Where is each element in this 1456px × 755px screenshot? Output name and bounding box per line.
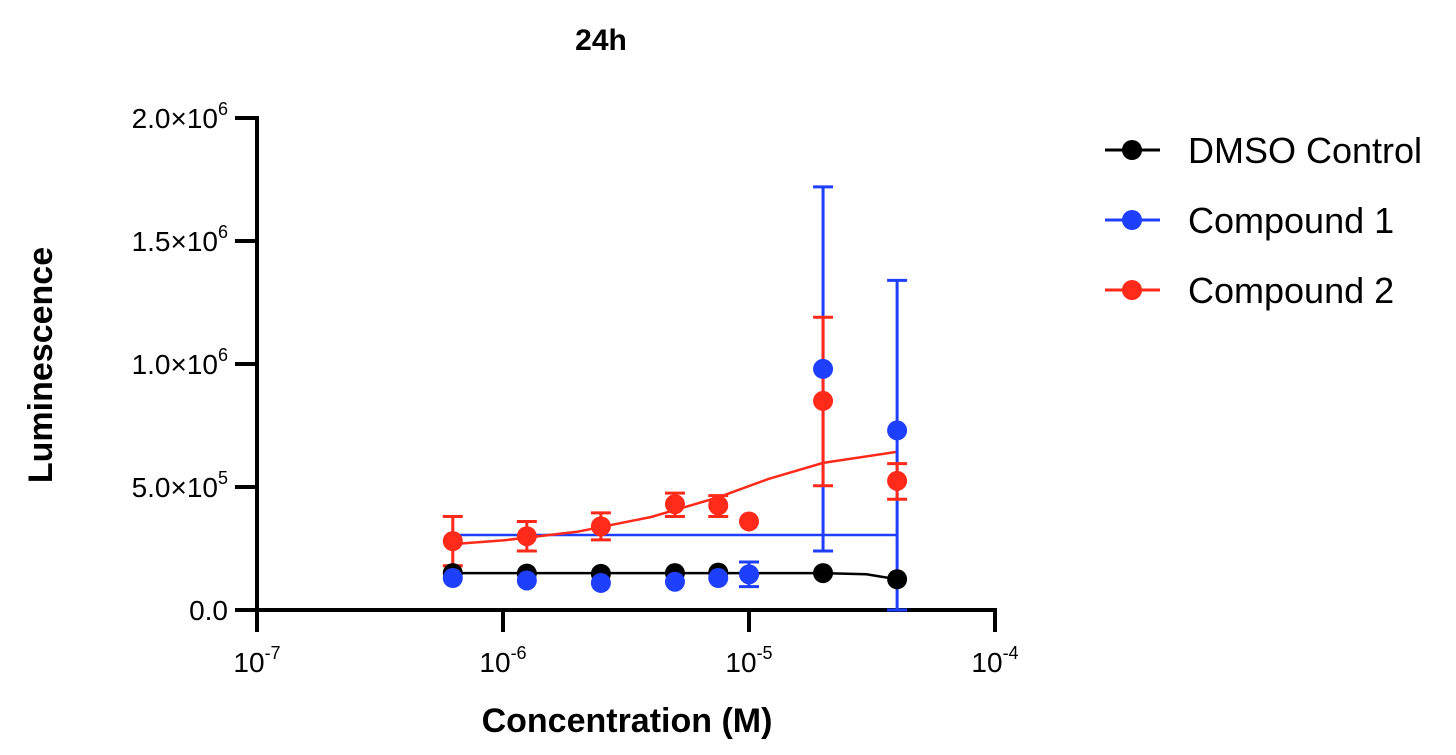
fit-curve bbox=[452, 571, 898, 581]
data-point bbox=[664, 494, 685, 515]
chart-title: 24h bbox=[575, 24, 627, 57]
data-points bbox=[442, 358, 908, 593]
legend-label: DMSO Control bbox=[1188, 130, 1422, 171]
data-point bbox=[516, 526, 537, 547]
y-tick-label: 2.0×106 bbox=[132, 99, 228, 134]
data-point bbox=[887, 420, 908, 441]
data-point bbox=[739, 564, 759, 585]
x-axis-title: Concentration (M) bbox=[482, 702, 773, 740]
legend-marker bbox=[1122, 280, 1142, 300]
y-tick-label: 5.0×105 bbox=[132, 468, 228, 503]
data-point bbox=[813, 358, 834, 379]
data-point bbox=[813, 563, 834, 584]
data-point bbox=[590, 572, 611, 593]
data-point bbox=[739, 511, 759, 532]
data-point bbox=[442, 531, 463, 552]
axes bbox=[255, 116, 997, 612]
data-point bbox=[708, 495, 729, 516]
data-point bbox=[442, 568, 463, 589]
x-axis-ticks: 10-7 10-6 10-5 10-4 bbox=[233, 610, 1019, 678]
x-tick-label: 10-6 bbox=[479, 643, 526, 678]
legend: DMSO Control Compound 1 Compound 2 bbox=[1105, 130, 1422, 311]
data-point bbox=[887, 569, 908, 590]
legend-marker bbox=[1122, 210, 1142, 230]
y-axis-ticks: 0.0 5.0×105 1.0×106 1.5×106 2.0×106 bbox=[132, 99, 257, 626]
x-tick-label: 10-4 bbox=[971, 643, 1018, 678]
error-bars bbox=[442, 185, 908, 612]
data-point bbox=[516, 570, 537, 591]
fit-curve bbox=[452, 450, 898, 546]
data-point bbox=[813, 390, 834, 411]
legend-label: Compound 1 bbox=[1188, 200, 1394, 241]
legend-marker bbox=[1122, 140, 1142, 160]
data-point bbox=[664, 571, 685, 592]
y-tick-label: 1.0×106 bbox=[132, 345, 228, 380]
data-point bbox=[887, 470, 908, 491]
x-tick-label: 10-7 bbox=[233, 643, 280, 678]
y-tick-label: 0.0 bbox=[189, 595, 228, 626]
data-point bbox=[590, 516, 611, 537]
y-tick-label: 1.5×106 bbox=[132, 222, 228, 257]
legend-label: Compound 2 bbox=[1188, 270, 1394, 311]
y-axis-title: Luminescence bbox=[22, 247, 60, 483]
data-point bbox=[708, 568, 729, 589]
x-tick-label: 10-5 bbox=[725, 643, 772, 678]
